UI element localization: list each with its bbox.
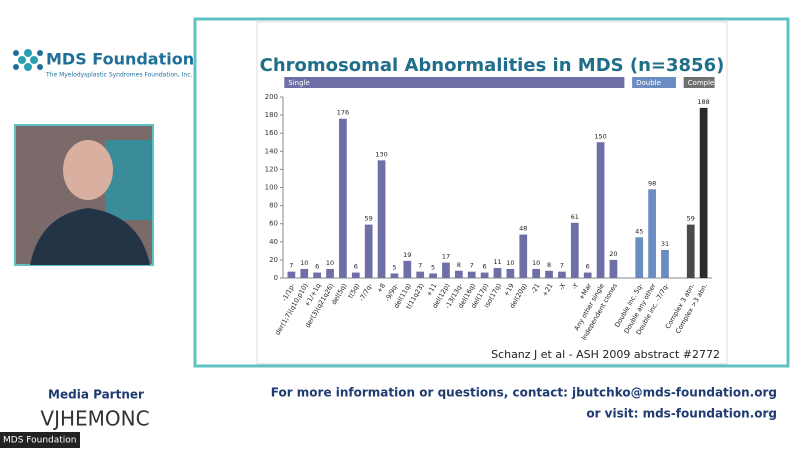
bar — [287, 271, 296, 278]
value-label: 6 — [315, 263, 319, 271]
bar — [364, 224, 373, 278]
value-label: 10 — [300, 259, 308, 267]
bar — [661, 249, 669, 278]
value-label: 61 — [571, 213, 579, 221]
value-label: 7 — [289, 262, 293, 270]
value-label: 5 — [431, 263, 435, 271]
logo-title: MDS Foundation — [46, 50, 194, 69]
bar — [583, 272, 592, 278]
bar — [390, 273, 399, 278]
bar — [454, 270, 463, 278]
value-label: 98 — [648, 179, 656, 187]
partner-logo: VJHEMONC — [40, 407, 149, 431]
value-label: 7 — [470, 262, 474, 270]
bar — [416, 271, 425, 278]
x-tick-label: +8 — [375, 282, 387, 294]
bar — [442, 262, 450, 278]
y-tick-label: 40 — [269, 238, 278, 246]
media-partner: Media Partner — [48, 388, 144, 402]
bar — [570, 222, 579, 278]
value-label: 48 — [519, 225, 527, 233]
footer-visit: or visit: mds-foundation.org — [586, 407, 777, 421]
bar — [467, 271, 476, 278]
value-label: 10 — [532, 259, 540, 267]
value-label: 7 — [418, 262, 422, 270]
value-label: 130 — [375, 150, 387, 158]
bar — [351, 272, 360, 278]
value-label: 6 — [483, 263, 487, 271]
citation: Schanz J et al - ASH 2009 abstract #2772 — [491, 348, 720, 361]
bar — [519, 234, 528, 278]
value-label: 20 — [609, 250, 617, 258]
value-label: 19 — [403, 251, 411, 259]
bar — [326, 268, 334, 278]
video-label-bg — [0, 432, 80, 448]
y-tick-label: 80 — [269, 202, 278, 210]
bar — [480, 272, 489, 278]
group-band — [683, 77, 715, 88]
value-label: 6 — [354, 263, 358, 271]
y-tick-label: 60 — [269, 220, 278, 228]
value-label: 5 — [392, 263, 396, 271]
x-tick-label: -X — [557, 282, 567, 292]
bar — [648, 189, 656, 278]
value-label: 45 — [635, 227, 643, 235]
bar — [300, 268, 309, 278]
value-label: 176 — [337, 109, 349, 117]
value-label: 10 — [506, 259, 514, 267]
group-label: Complex — [688, 79, 719, 87]
chart-title: Chromosomal Abnormalities in MDS (n=3856… — [260, 55, 725, 76]
bar — [609, 259, 618, 278]
bar — [506, 268, 515, 278]
person-head — [63, 140, 113, 200]
value-label: 8 — [547, 261, 551, 269]
group-band — [632, 77, 676, 88]
bar — [596, 142, 605, 278]
logo-icon — [13, 49, 43, 71]
footer-contact: For more information or questions, conta… — [271, 386, 777, 400]
bar — [403, 260, 412, 278]
bar — [558, 271, 566, 278]
x-tick-label: -Y — [571, 282, 581, 291]
bar — [699, 107, 708, 278]
value-label: 150 — [594, 132, 606, 140]
y-tick-label: 100 — [265, 184, 278, 192]
group-band — [284, 77, 625, 88]
bar — [339, 118, 347, 278]
group-label: Single — [288, 79, 310, 87]
value-label: 6 — [586, 263, 590, 271]
y-tick-label: 120 — [265, 165, 278, 173]
y-tick-label: 180 — [265, 111, 278, 119]
bar — [686, 224, 695, 278]
y-tick-label: 160 — [265, 129, 278, 137]
bar — [493, 268, 502, 278]
bar — [545, 270, 553, 278]
bar — [313, 272, 322, 278]
value-label: 17 — [442, 253, 450, 261]
person-body — [30, 208, 150, 265]
y-tick-label: 140 — [265, 147, 278, 155]
value-label: 10 — [326, 259, 334, 267]
value-label: 188 — [697, 98, 709, 106]
value-label: 59 — [365, 215, 373, 223]
value-label: 8 — [457, 261, 461, 269]
bar — [635, 237, 644, 278]
bar — [429, 273, 437, 278]
bar — [532, 268, 541, 278]
value-label: 11 — [493, 258, 501, 266]
y-tick-label: 200 — [265, 93, 278, 101]
y-tick-label: 20 — [269, 256, 278, 264]
value-label: 59 — [687, 215, 695, 223]
webcam-background — [105, 140, 151, 220]
group-label: Double — [636, 79, 661, 87]
value-label: 7 — [560, 262, 564, 270]
video-label: MDS Foundation — [3, 436, 77, 446]
value-label: 31 — [661, 240, 669, 248]
bar — [377, 160, 386, 278]
y-tick-label: 0 — [274, 274, 278, 282]
logo-subtitle: The Myelodysplastic Syndromes Foundation… — [45, 72, 193, 79]
